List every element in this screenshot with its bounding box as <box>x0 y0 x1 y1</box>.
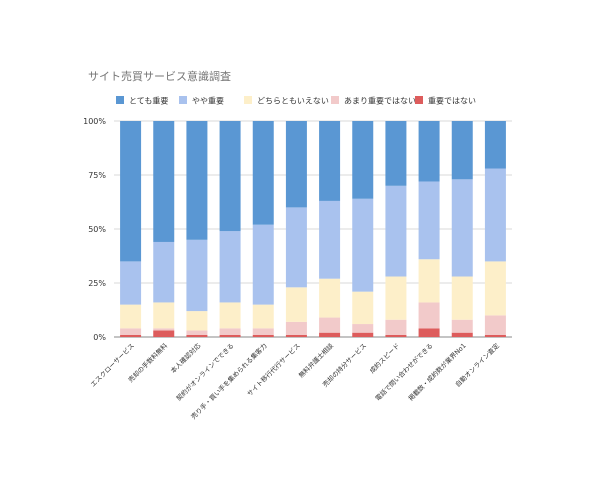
gridlines: 0% 25% 50% 75% 100% <box>83 117 512 342</box>
legend-label: 重要ではない <box>428 96 476 106</box>
bar-segment <box>385 334 407 337</box>
legend-swatch <box>244 96 252 104</box>
bar-segment <box>252 334 274 337</box>
bar-segment <box>484 315 506 335</box>
bar-segment <box>484 121 506 169</box>
bar-segment <box>319 200 341 279</box>
bar-segment <box>418 121 440 182</box>
bar-segment <box>418 328 440 337</box>
legend-label: あまり重要ではない <box>344 96 416 106</box>
bar-segment <box>352 332 374 337</box>
bar-segment <box>252 224 274 305</box>
legend-label: とても重要 <box>129 96 168 106</box>
bar-segment <box>319 278 341 318</box>
legend: とても重要 やや重要 どちらともいえない あまり重要ではない 重要ではない <box>116 96 476 106</box>
bar-segment <box>385 185 407 277</box>
bar-segment <box>385 276 407 320</box>
bar-segment <box>252 304 274 329</box>
bar-segment <box>451 121 473 180</box>
bar-segment <box>219 121 241 232</box>
bar-segment <box>451 319 473 333</box>
bar-segment <box>219 328 241 335</box>
bar-segment <box>186 330 208 335</box>
bar-segment <box>153 121 175 242</box>
bar-segment <box>219 334 241 337</box>
bar-segment <box>186 311 208 331</box>
bar-segment <box>484 168 506 262</box>
legend-label: やや重要 <box>192 96 224 106</box>
bar-segment <box>451 179 473 277</box>
bar-segment <box>385 319 407 335</box>
bar-segment <box>451 276 473 320</box>
bar-segment <box>285 207 307 288</box>
y-tick-label: 25% <box>88 279 106 288</box>
bar-segment <box>120 334 142 337</box>
bar-segment <box>484 334 506 337</box>
bar-segment <box>352 198 374 292</box>
bar-segment <box>418 259 440 303</box>
bar-segment <box>153 328 175 331</box>
legend-swatch <box>179 96 187 104</box>
bar-segment <box>352 324 374 333</box>
y-tick-label: 100% <box>83 117 106 126</box>
bar-segment <box>484 261 506 316</box>
bar-segment <box>285 334 307 337</box>
legend-swatch <box>331 96 339 104</box>
bar-segment <box>219 231 241 303</box>
x-tick-label: 電話で問い合わせができる <box>373 341 434 402</box>
bar-segment <box>252 121 274 225</box>
x-tick-label: 掲載数・成約数が業界No1 <box>406 341 468 403</box>
x-tick-label: 成約スピード <box>367 341 401 375</box>
bar-segment <box>285 121 307 208</box>
x-tick-label: 本人確認対応 <box>168 341 202 375</box>
bar-segment <box>186 121 208 240</box>
bar-segment <box>319 317 341 333</box>
bar-segment <box>153 241 175 303</box>
bar-segment <box>285 321 307 335</box>
bars-layer <box>120 121 506 337</box>
bar-segment <box>385 121 407 186</box>
chart-title: サイト売買サービス意識調査 <box>88 69 231 83</box>
bar-segment <box>120 328 142 335</box>
bar-segment <box>319 121 341 201</box>
x-tick-label: 契約がオンラインでできる <box>174 341 235 402</box>
bar-segment <box>219 302 241 329</box>
bar-segment <box>252 328 274 335</box>
bar-segment <box>153 330 175 337</box>
bar-segment <box>285 287 307 322</box>
legend-label: どちらともいえない <box>257 97 329 106</box>
x-tick-label: サイト移行代行サービス <box>245 341 302 398</box>
bar-segment <box>451 332 473 337</box>
legend-swatch <box>415 96 423 104</box>
bar-segment <box>186 239 208 312</box>
y-tick-label: 0% <box>93 333 106 342</box>
bar-segment <box>319 332 341 337</box>
bar-segment <box>153 302 175 329</box>
bar-segment <box>418 302 440 329</box>
bar-segment <box>120 304 142 329</box>
bar-segment <box>120 261 142 305</box>
bar-segment <box>352 121 374 199</box>
legend-swatch <box>116 96 124 104</box>
bar-segment <box>352 291 374 325</box>
bar-segment <box>418 181 440 260</box>
y-tick-label: 50% <box>88 225 106 234</box>
y-tick-label: 75% <box>88 171 106 180</box>
bar-segment <box>120 121 142 262</box>
bar-segment <box>186 334 208 337</box>
